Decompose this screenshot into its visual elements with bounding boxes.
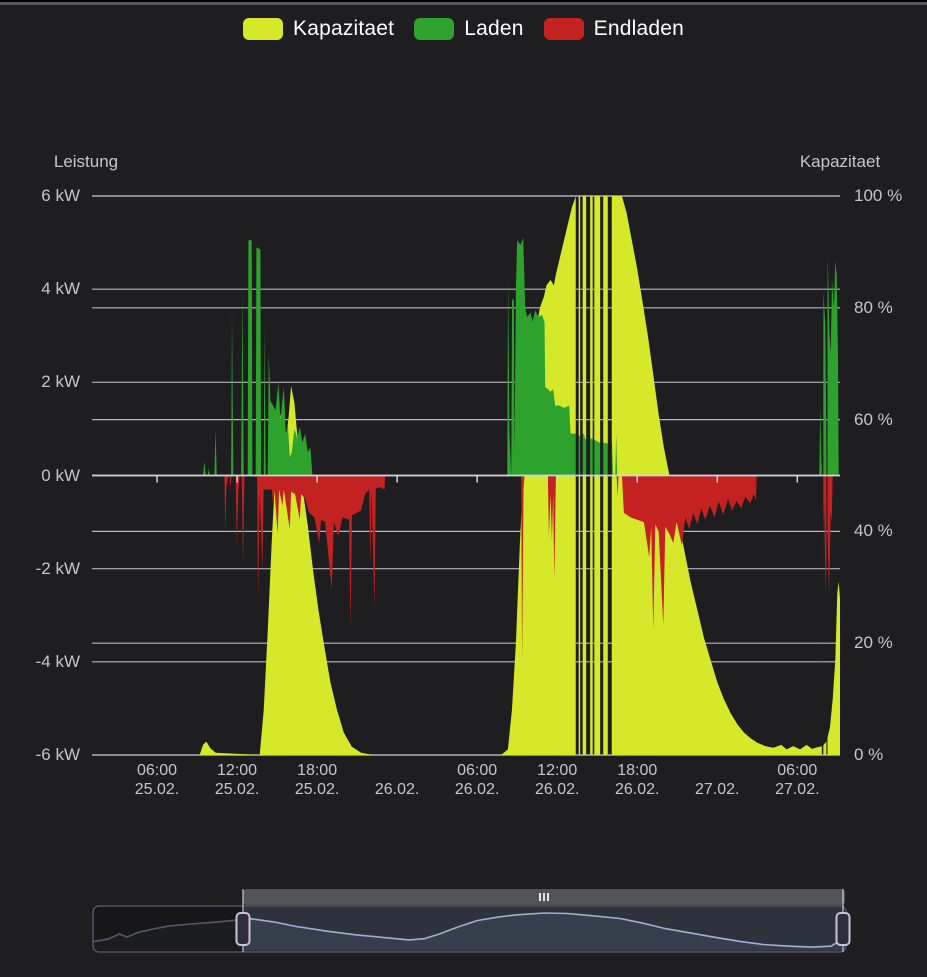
legend-label: Kapazitaet (292, 17, 395, 40)
x-axis-label: 06:00 26.02. (454, 762, 500, 798)
left-axis-label: 2 kW (41, 372, 80, 392)
right-axis-label: 60 % (854, 409, 893, 429)
x-axis-label: 12:00 25.02. (214, 762, 260, 798)
left-axis-label: -2 kW (35, 558, 80, 578)
x-axis-label: 06:00 27.02. (775, 762, 820, 798)
legend-swatch (414, 18, 455, 40)
navigator-handle-right[interactable] (835, 912, 851, 946)
legend-label: Laden (464, 17, 524, 40)
right-axis-label: 0 % (854, 745, 884, 764)
left-axis-title: Leistung (53, 152, 119, 171)
left-axis-label: 0 kW (41, 465, 80, 485)
top-divider (0, 2, 927, 5)
navigator (92, 889, 851, 953)
right-axis-label: 80 % (854, 297, 893, 317)
right-axis-label: 100 % (854, 186, 903, 205)
x-axis-label: 18:00 26.02. (614, 762, 660, 798)
x-axis-label: 18:00 25.02. (294, 762, 340, 798)
right-axis-label: 20 % (854, 633, 893, 653)
legend-item-kapazitaet[interactable]: Kapazitaet (242, 17, 395, 41)
legend-item-endladen[interactable]: Endladen (543, 17, 684, 41)
left-axis-label: -4 kW (35, 651, 80, 671)
legend: Kapazitaet Laden Endladen (0, 17, 927, 41)
chart-panel (0, 5, 927, 977)
legend-swatch (543, 18, 584, 40)
series-kapazitaet (92, 196, 840, 755)
navigator-unselected-mask (93, 906, 243, 952)
legend-label: Endladen (593, 17, 684, 40)
series-laden (203, 237, 839, 476)
x-axis-label: 06:00 25.02. (134, 762, 180, 798)
right-axis-title: Kapazitaet (799, 152, 881, 171)
scrollbar-grip-icon[interactable] (539, 893, 541, 901)
scrollbar-grip-icon[interactable] (543, 893, 545, 901)
legend-swatch (242, 18, 283, 40)
left-axis-label: 6 kW (41, 186, 80, 205)
scrollbar-grip-icon[interactable] (547, 893, 549, 901)
navigator-series-area (93, 913, 846, 950)
x-axis-line (92, 474, 840, 483)
navigator-handle-left[interactable] (235, 912, 251, 946)
x-axis-label: 27.02. (695, 781, 740, 798)
x-axis-label: 12:00 26.02. (534, 762, 580, 798)
left-axis-label: -6 kW (35, 745, 80, 764)
left-axis-label: 4 kW (41, 279, 80, 299)
right-axis-label: 40 % (854, 521, 893, 541)
x-axis-label: 26.02. (374, 781, 420, 798)
legend-item-laden[interactable]: Laden (414, 17, 523, 41)
series-endladen (224, 475, 833, 662)
